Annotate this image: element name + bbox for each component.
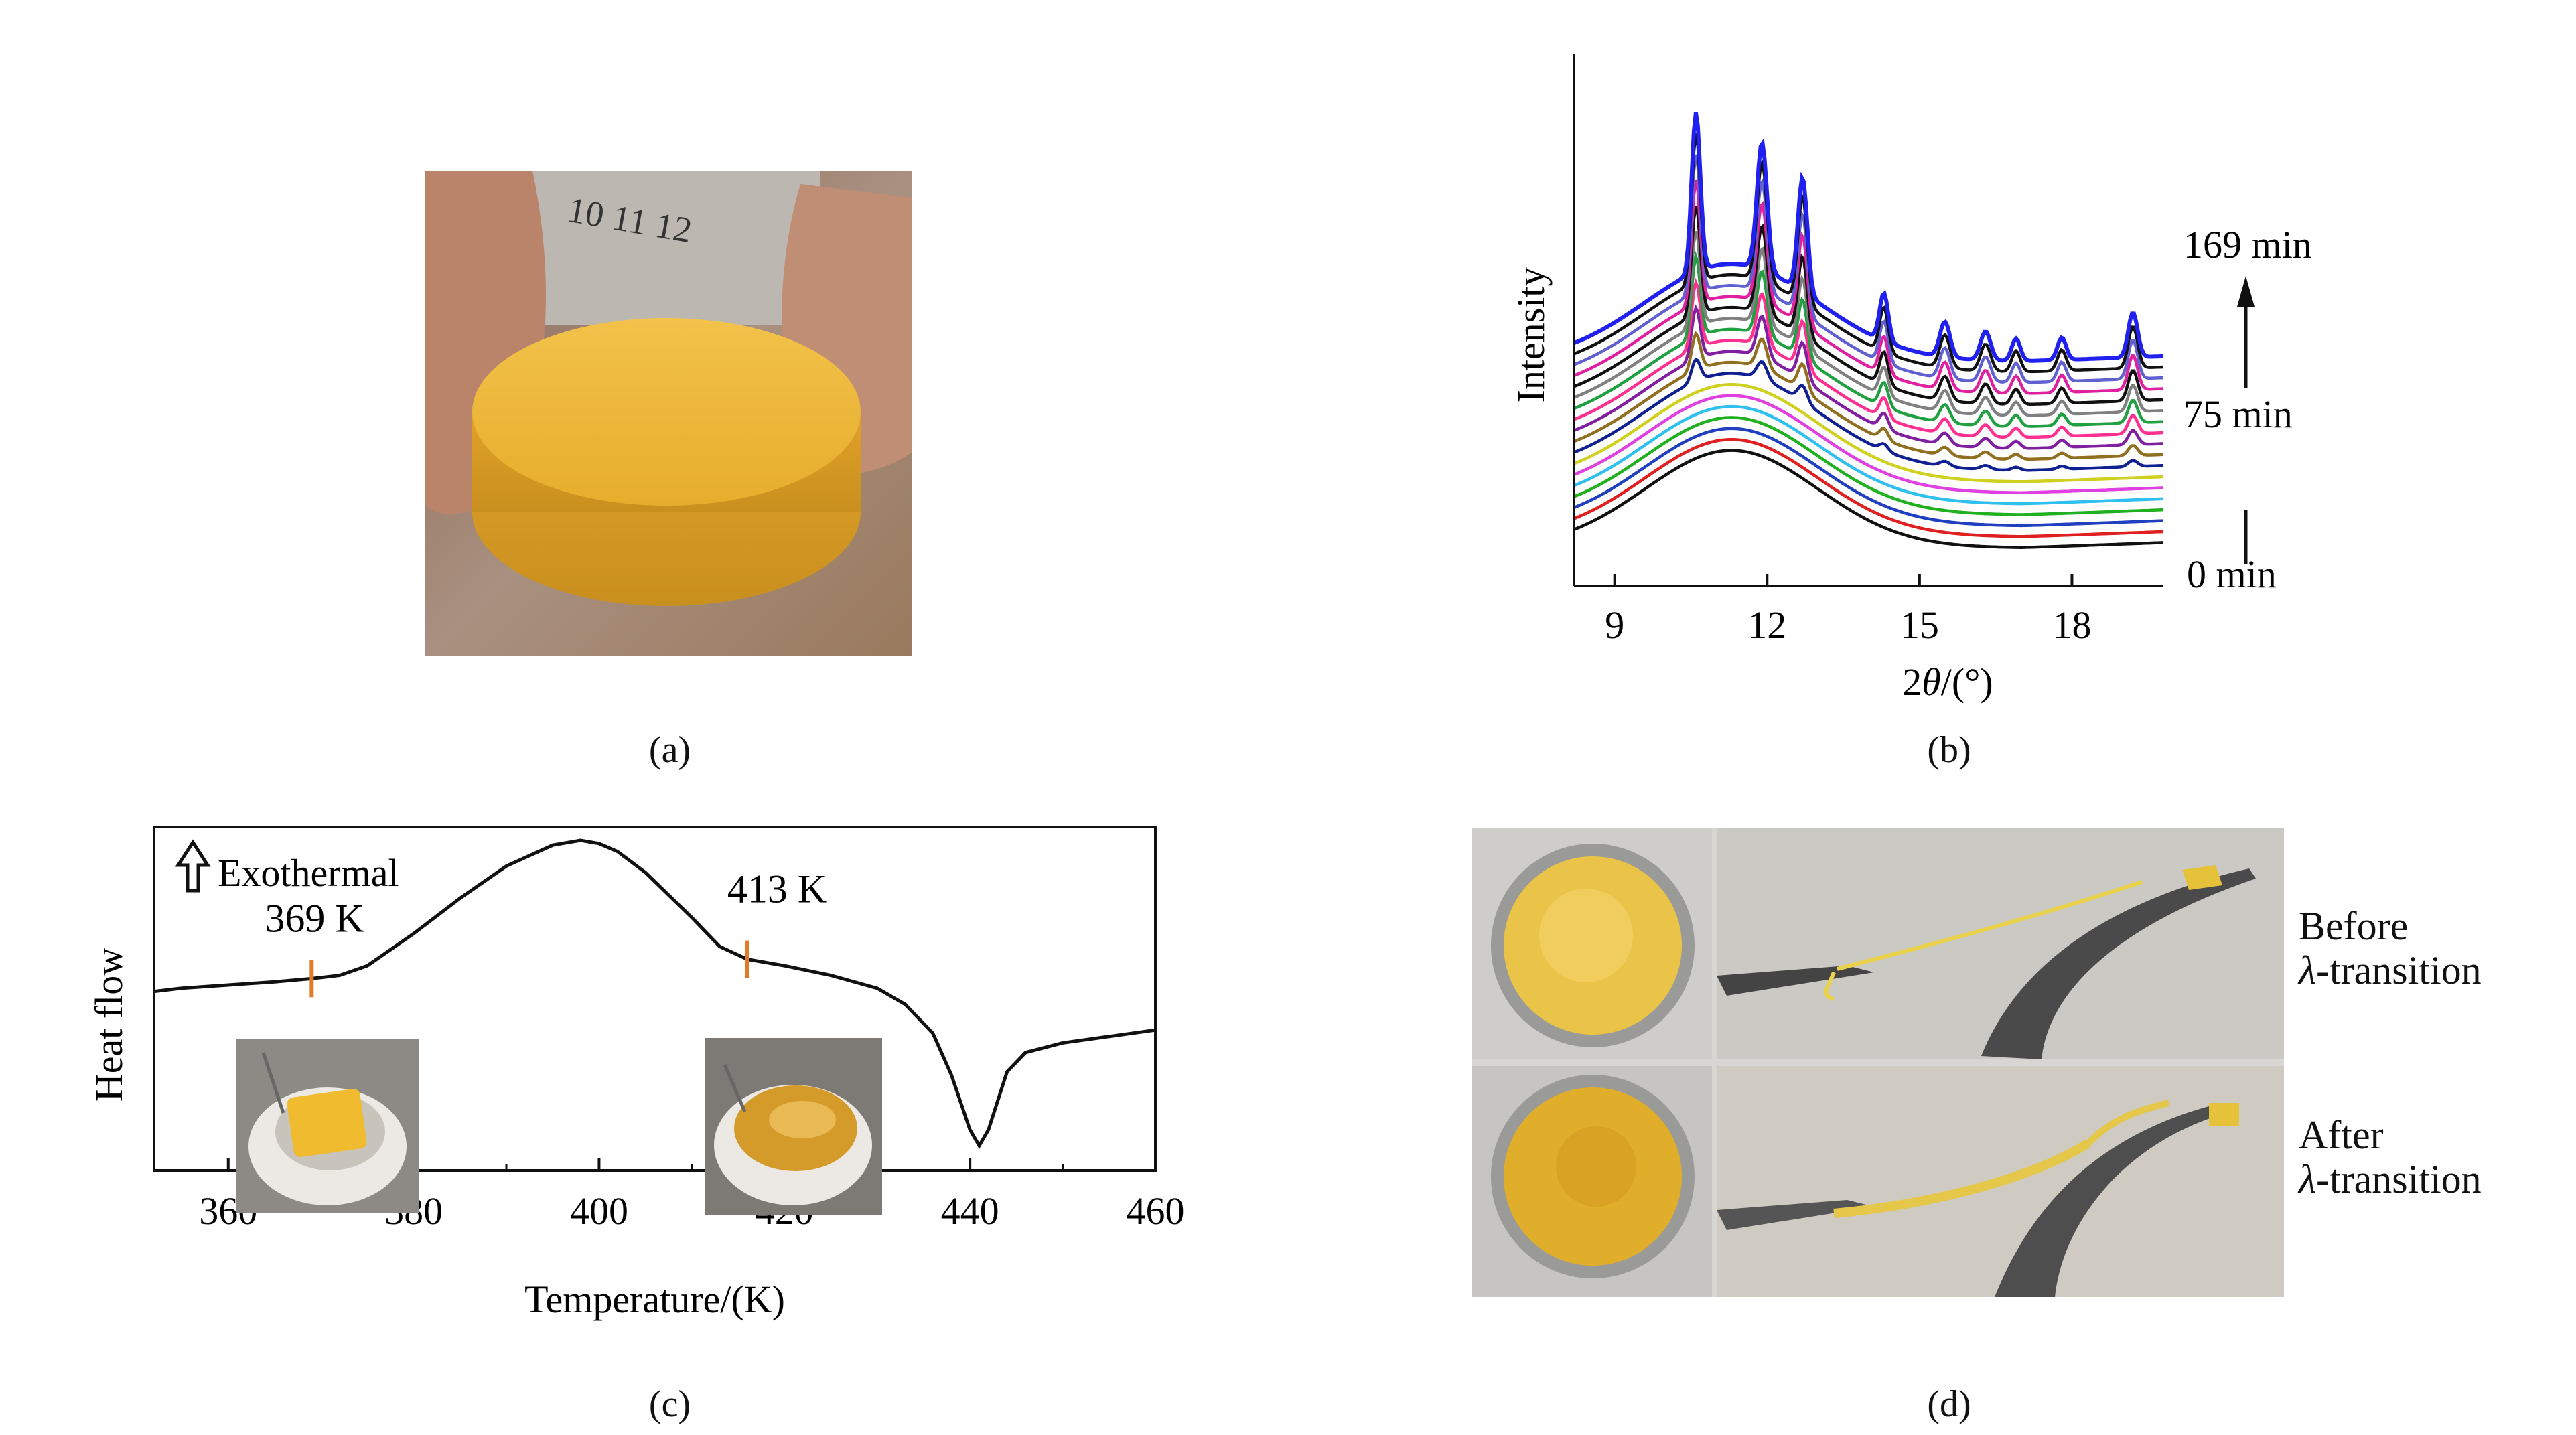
dsc-chart: 360380400420440460 369 K 413 K Exotherma… (87, 826, 1185, 1321)
dsc-x-tick-label: 400 (570, 1189, 628, 1233)
up-arrow-icon (2237, 276, 2255, 564)
dsc-heat-flow-curve (153, 838, 1156, 1150)
xrd-series-line-75min (1573, 357, 2164, 472)
xrd-series-line-20min (1573, 427, 2164, 528)
xrd-x-tick-label: 12 (1747, 603, 1786, 647)
dsc-x-tick-label: 440 (941, 1189, 999, 1233)
xrd-series-line-10min (1573, 437, 2164, 538)
label-before-line2: λ-transition (2299, 948, 2482, 992)
label-after-line2: λ-transition (2299, 1157, 2482, 1201)
lambda-symbol: λ (2299, 948, 2316, 992)
xrd-legend-169min: 169 min (2184, 223, 2312, 267)
inset-molten-sample-photo (705, 1038, 882, 1215)
xrd-series-line-85min (1573, 331, 2164, 461)
caption-c: (c) (648, 1383, 691, 1425)
xrd-series-line-125min (1573, 231, 2164, 417)
dsc-plot-frame (153, 826, 1157, 1172)
dsc-y-axis-label: Heat flow (87, 948, 131, 1102)
xrd-series-line-0min (1573, 449, 2164, 549)
xrd-y-axis-label: Intensity (1509, 267, 1553, 403)
dsc-x-tick-label: 460 (1127, 1189, 1185, 1233)
xrd-x-tick-label: 15 (1900, 603, 1939, 647)
label-after-transition: After λ-transition (2299, 1113, 2482, 1201)
xrd-series-line-30min (1573, 416, 2164, 516)
xrd-series-line-145min (1573, 179, 2164, 395)
photo-yellow-disc: 10 11 12 (425, 171, 912, 656)
exothermal-label: Exothermal (218, 851, 399, 895)
ruler (532, 171, 820, 325)
xrd-legend-75min: 75 min (2184, 392, 2293, 436)
crucible-before-photo (1472, 828, 1712, 1059)
label-before-line1: Before (2299, 904, 2409, 948)
xrd-series-line-115min (1573, 250, 2164, 428)
inset-solid-sample-photo (236, 1039, 419, 1213)
tweezers-before-photo (1717, 828, 2284, 1059)
dsc-x-axis-label: Temperature/(K) (524, 1278, 785, 1321)
xrd-x-tick-label: 9 (1605, 603, 1624, 647)
xrd-x-tick-label: 18 (2052, 603, 2091, 647)
crucible-after-photo (1472, 1066, 1712, 1297)
dsc-x-ticks: 360380400420440460 (199, 1158, 1185, 1233)
label-after-suffix: -transition (2316, 1157, 2482, 1201)
xrd-series-line-169min (1573, 112, 2164, 363)
photo-yellow-disc-drawing: 10 11 12 (425, 171, 912, 656)
xrd-series-line-50min (1573, 394, 2164, 494)
label-before-transition: Before λ-transition (2299, 904, 2482, 992)
xrd-series-group (1573, 112, 2164, 549)
caption-a: (a) (648, 729, 691, 771)
lambda-symbol: λ (2299, 1157, 2316, 1201)
photos-lambda-transition (1472, 828, 2284, 1297)
xrd-series-line-162min (1573, 133, 2164, 374)
caption-d: (d) (1927, 1383, 1971, 1425)
xrd-chart: 9 12 15 18 Intensity 2θ/(°) 169 min 75 min … (1509, 54, 2312, 704)
annotation-369k-label: 369 K (265, 896, 364, 940)
xrd-series-line-40min (1573, 404, 2164, 506)
label-after-line1: After (2299, 1113, 2384, 1157)
hollow-up-arrow-icon (175, 839, 211, 893)
annotation-413k-label: 413 K (727, 867, 827, 911)
xrd-x-axis-label: 2θ/(°) (1902, 660, 1993, 704)
xrd-x-ticks: 9 12 15 18 (1605, 574, 2091, 647)
photos-lambda-transition-drawing (1472, 828, 2284, 1297)
caption-b: (b) (1927, 729, 1971, 771)
xrd-series-line-95min (1573, 304, 2164, 450)
xrd-series-line-60min (1573, 383, 2164, 483)
xrd-series-line-155min (1573, 154, 2164, 384)
tweezers-after-photo (1717, 1066, 2284, 1297)
disc-top (472, 318, 861, 506)
xrd-series-line-105min (1573, 277, 2164, 439)
xrd-series-line-135min (1573, 205, 2164, 406)
xrd-legend-0min: 0 min (2187, 552, 2277, 596)
label-before-suffix: -transition (2316, 948, 2482, 992)
